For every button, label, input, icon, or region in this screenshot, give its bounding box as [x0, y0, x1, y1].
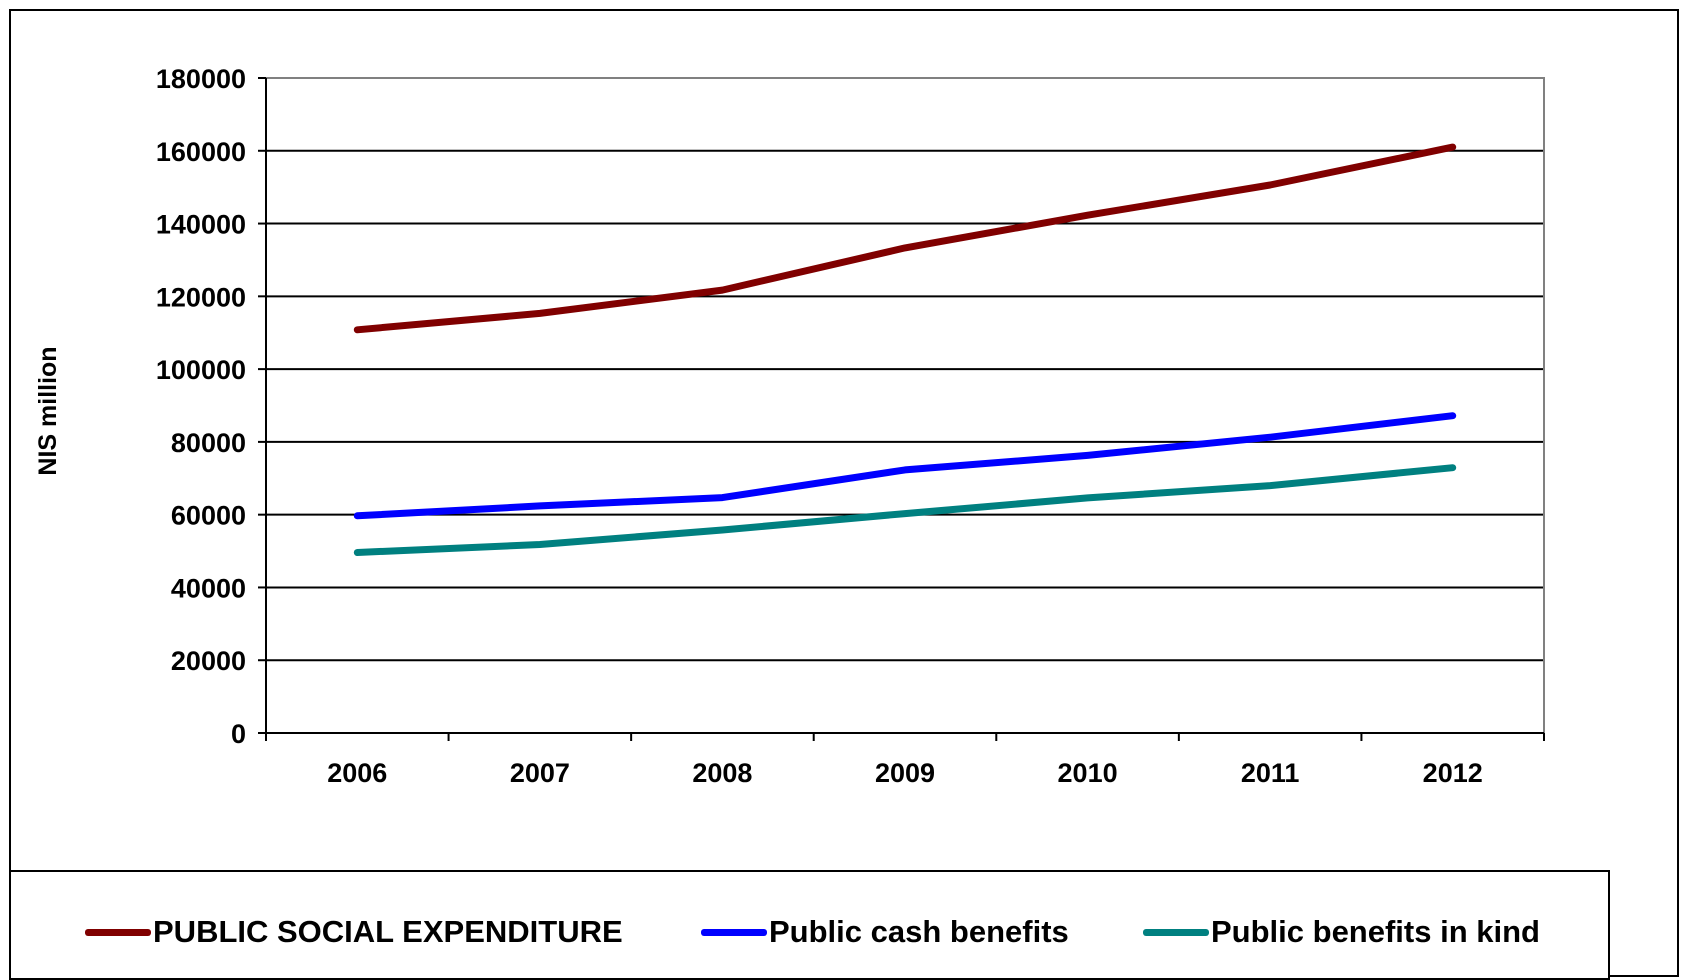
- legend-item: Public cash benefits: [701, 914, 1069, 950]
- legend-label: Public benefits in kind: [1211, 914, 1540, 949]
- series-line-3: [353, 464, 1457, 556]
- y-tick-label: 40000: [171, 573, 246, 603]
- axes: [258, 77, 1545, 741]
- legend-swatch: [701, 928, 767, 936]
- x-tick-label: 2007: [510, 758, 570, 788]
- legend-label: Public cash benefits: [769, 914, 1069, 949]
- plot-area: [265, 77, 1545, 734]
- y-axis-title: NIS million: [34, 346, 62, 475]
- y-tick-label: 160000: [156, 137, 246, 167]
- y-tick-label: 0: [231, 719, 246, 749]
- legend-swatch: [85, 928, 151, 936]
- y-tick-label: 100000: [156, 355, 246, 385]
- chart-frame: [9, 9, 1679, 977]
- legend-swatch: [1143, 928, 1209, 936]
- y-tick-label: 60000: [171, 501, 246, 531]
- x-tick-label: 2010: [1058, 758, 1118, 788]
- y-tick-label: 120000: [156, 282, 246, 312]
- legend-label: PUBLIC SOCIAL EXPENDITURE: [153, 914, 623, 949]
- y-tick-label: 140000: [156, 210, 246, 240]
- x-tick-label: 2006: [327, 758, 387, 788]
- y-tick-label: 20000: [171, 646, 246, 676]
- y-tick-label: 180000: [156, 64, 246, 94]
- y-tick-label: 80000: [171, 428, 246, 458]
- legend-item: PUBLIC SOCIAL EXPENDITURE: [85, 914, 623, 950]
- x-tick-label: 2011: [1241, 758, 1300, 788]
- series-line-2: [353, 412, 1457, 520]
- series-lines: [353, 143, 1457, 556]
- legend: PUBLIC SOCIAL EXPENDITURE Public cash ben…: [9, 870, 1610, 980]
- series-line-1: [353, 143, 1457, 334]
- x-tick-label: 2012: [1423, 758, 1483, 788]
- legend-item: Public benefits in kind: [1143, 914, 1540, 950]
- x-tick-label: 2008: [692, 758, 752, 788]
- tick-labels: 0 20000 40000 60000 80000 100000 120000 140000 1…: [156, 64, 1483, 788]
- x-tick-label: 2009: [875, 758, 935, 788]
